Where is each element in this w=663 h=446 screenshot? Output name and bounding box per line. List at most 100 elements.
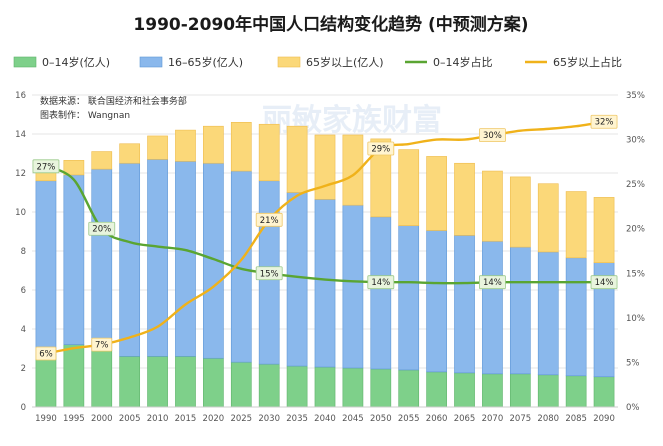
legend-label: 16–65岁(亿人) (168, 55, 243, 69)
bar-segment-age-16-65 (565, 257, 587, 377)
data-label-box (590, 275, 618, 290)
data-label: 14% (595, 278, 614, 288)
bar-segment-age-65-plus (63, 160, 85, 176)
x-tick-label: 1995 (63, 414, 85, 424)
legend-label: 65岁以上(亿人) (306, 55, 384, 69)
bar-segment-age-0-14 (147, 355, 168, 408)
bar-segment-age-16-65 (286, 192, 308, 367)
bar-segment-age-65-plus (537, 183, 559, 253)
x-tick-label: 2060 (426, 414, 448, 424)
bar-segment-age-0-14 (35, 354, 57, 408)
data-label-box (479, 275, 506, 290)
x-tick-label: 2070 (482, 414, 504, 424)
bar-segment-age-0-14 (370, 368, 392, 408)
x-tick-label: 2020 (203, 414, 225, 424)
data-label-box (88, 221, 116, 236)
y-left-tick-label: 8 (21, 247, 26, 257)
x-tick-label: 2075 (510, 414, 532, 424)
legend-swatch (139, 56, 163, 68)
bar-segment-age-65-plus (91, 151, 113, 170)
bar-segment-age-16-65 (537, 251, 559, 376)
bar-segment-age-0-14 (342, 367, 364, 408)
bar-segment-age-0-14 (426, 371, 447, 408)
bar-segment-age-0-14 (286, 365, 308, 408)
bar-segment-age-65-plus (258, 123, 280, 182)
bar-segment-age-16-65 (63, 174, 85, 345)
bar-segment-age-65-plus (230, 122, 252, 172)
line-share-0-14 (45, 165, 605, 285)
x-tick-label: 2015 (175, 414, 197, 424)
bar-segment-age-0-14 (314, 366, 336, 408)
data-label-box (35, 346, 57, 361)
data-label: 20% (92, 225, 111, 235)
x-tick-label: 2080 (537, 414, 559, 424)
bar-segment-age-65-plus (342, 134, 364, 206)
bar-segment-age-0-14 (63, 344, 85, 408)
y-right-tick-label: 5% (626, 358, 640, 368)
y-right-tick-label: 25% (626, 180, 645, 190)
legend-label: 65岁以上占比 (553, 55, 622, 69)
data-label-box (367, 141, 395, 156)
y-right-tick-label: 20% (626, 225, 645, 235)
bar-segment-age-16-65 (175, 161, 196, 357)
bar-segment-age-0-14 (509, 373, 531, 408)
data-label-box (255, 266, 283, 281)
bar-segment-age-65-plus (593, 197, 615, 263)
lines (45, 120, 605, 355)
bar-segment-age-0-14 (91, 350, 113, 408)
bar-segment-age-65-plus (509, 176, 531, 248)
bar-segment-age-0-14 (454, 372, 475, 408)
bar-segment-age-0-14 (537, 374, 559, 408)
y-right-tick-label: 10% (626, 314, 645, 324)
bar-segment-age-16-65 (509, 246, 531, 375)
bar-segment-age-16-65 (482, 240, 503, 375)
bar-segment-age-0-14 (565, 375, 587, 408)
x-tick-label: 2000 (91, 414, 113, 424)
bar-segment-age-0-14 (398, 369, 420, 408)
bar-segment-age-16-65 (342, 204, 364, 369)
bar-segment-age-65-plus (454, 162, 475, 236)
data-label: 30% (483, 131, 502, 141)
axes: 0 2 4 6 8 10 12 14 16 0% 5% 10% 15% 20% 25% 30% 35% 1990 1… (15, 91, 645, 424)
data-label-box (479, 128, 506, 143)
bar-segment-age-0-14 (203, 357, 224, 408)
data-label: 29% (371, 144, 390, 154)
bar-segment-age-0-14 (175, 355, 196, 408)
line-share-65-plus (45, 120, 605, 355)
bar-segment-age-65-plus (370, 138, 392, 218)
bar-segment-age-0-14 (593, 376, 615, 408)
data-label-box (255, 212, 283, 227)
bar-segment-age-65-plus (203, 125, 224, 164)
bar-segment-age-16-65 (119, 162, 141, 357)
bar-segment-age-0-14 (258, 363, 280, 408)
data-labels: 27% 20% 15% 14% 14% 14% 6% 7% 21% 29% 30% 32% (32, 114, 618, 361)
data-label: 15% (260, 269, 279, 279)
data-label: 6% (39, 350, 53, 360)
bar-segment-age-65-plus (482, 170, 503, 242)
bar-segment-age-65-plus (314, 134, 336, 200)
author-note: 图表制作： Wangnan (40, 109, 130, 121)
legend-label: 0–14岁占比 (433, 55, 493, 69)
legend: 0–14岁(亿人) 16–65岁(亿人) 65岁以上(亿人) 0–14岁占比 65岁以上… (13, 55, 622, 69)
data-label: 14% (371, 278, 390, 288)
y-left-tick-label: 14 (15, 130, 26, 140)
x-tick-label: 2045 (342, 414, 364, 424)
y-right-tick-label: 0% (626, 403, 640, 413)
data-label: 14% (483, 278, 502, 288)
data-label-box (91, 337, 113, 352)
bar-segment-age-65-plus (398, 149, 420, 226)
y-right-tick-label: 35% (626, 91, 645, 101)
data-label: 32% (595, 118, 614, 128)
bar-segment-age-65-plus (565, 191, 587, 259)
bar-segment-age-16-65 (91, 168, 113, 351)
x-tick-label: 2030 (258, 414, 280, 424)
legend-label: 0–14岁(亿人) (42, 55, 110, 69)
x-tick-label: 2090 (593, 414, 615, 424)
bar-segment-age-16-65 (35, 180, 57, 355)
x-tick-label: 2050 (370, 414, 392, 424)
y-left-tick-label: 16 (15, 91, 26, 101)
bar-segment-age-16-65 (426, 230, 447, 373)
x-tick-label: 2035 (286, 414, 308, 424)
bar-segment-age-0-14 (482, 373, 503, 408)
